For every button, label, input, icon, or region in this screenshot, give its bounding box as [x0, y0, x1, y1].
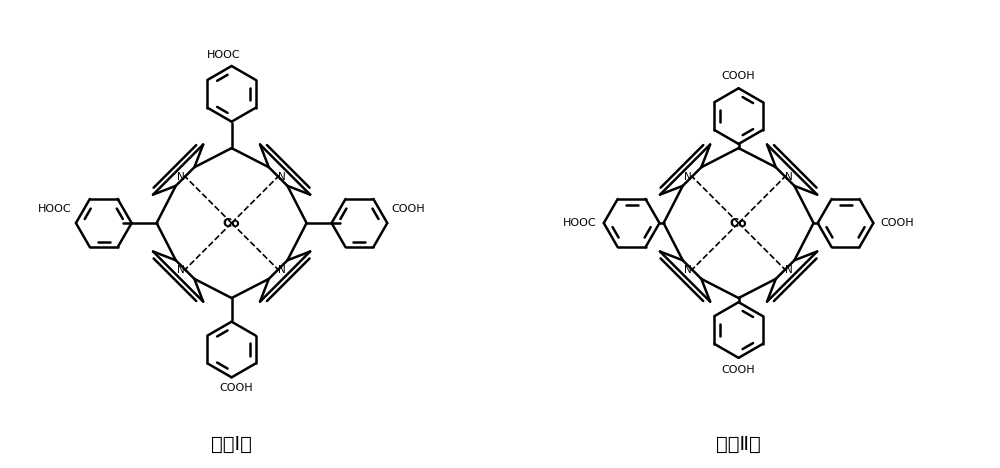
Text: COOH: COOH [391, 204, 425, 214]
Text: N: N [278, 172, 286, 182]
Text: N: N [177, 264, 185, 275]
Text: N: N [684, 264, 692, 275]
Text: N: N [785, 172, 793, 182]
Text: N: N [278, 264, 286, 275]
Text: Co: Co [730, 217, 747, 230]
Text: 式（Ⅰ）: 式（Ⅰ） [211, 435, 252, 454]
Text: COOH: COOH [722, 365, 755, 375]
Text: Co: Co [223, 217, 240, 230]
Text: COOH: COOH [220, 383, 253, 393]
Text: 式（Ⅱ）: 式（Ⅱ） [716, 435, 761, 454]
Text: HOOC: HOOC [207, 51, 240, 60]
Text: HOOC: HOOC [38, 204, 72, 214]
Text: HOOC: HOOC [563, 218, 597, 228]
Text: COOH: COOH [722, 71, 755, 81]
Text: N: N [177, 172, 185, 182]
Text: COOH: COOH [880, 218, 914, 228]
Text: N: N [684, 172, 692, 182]
Text: N: N [785, 264, 793, 275]
